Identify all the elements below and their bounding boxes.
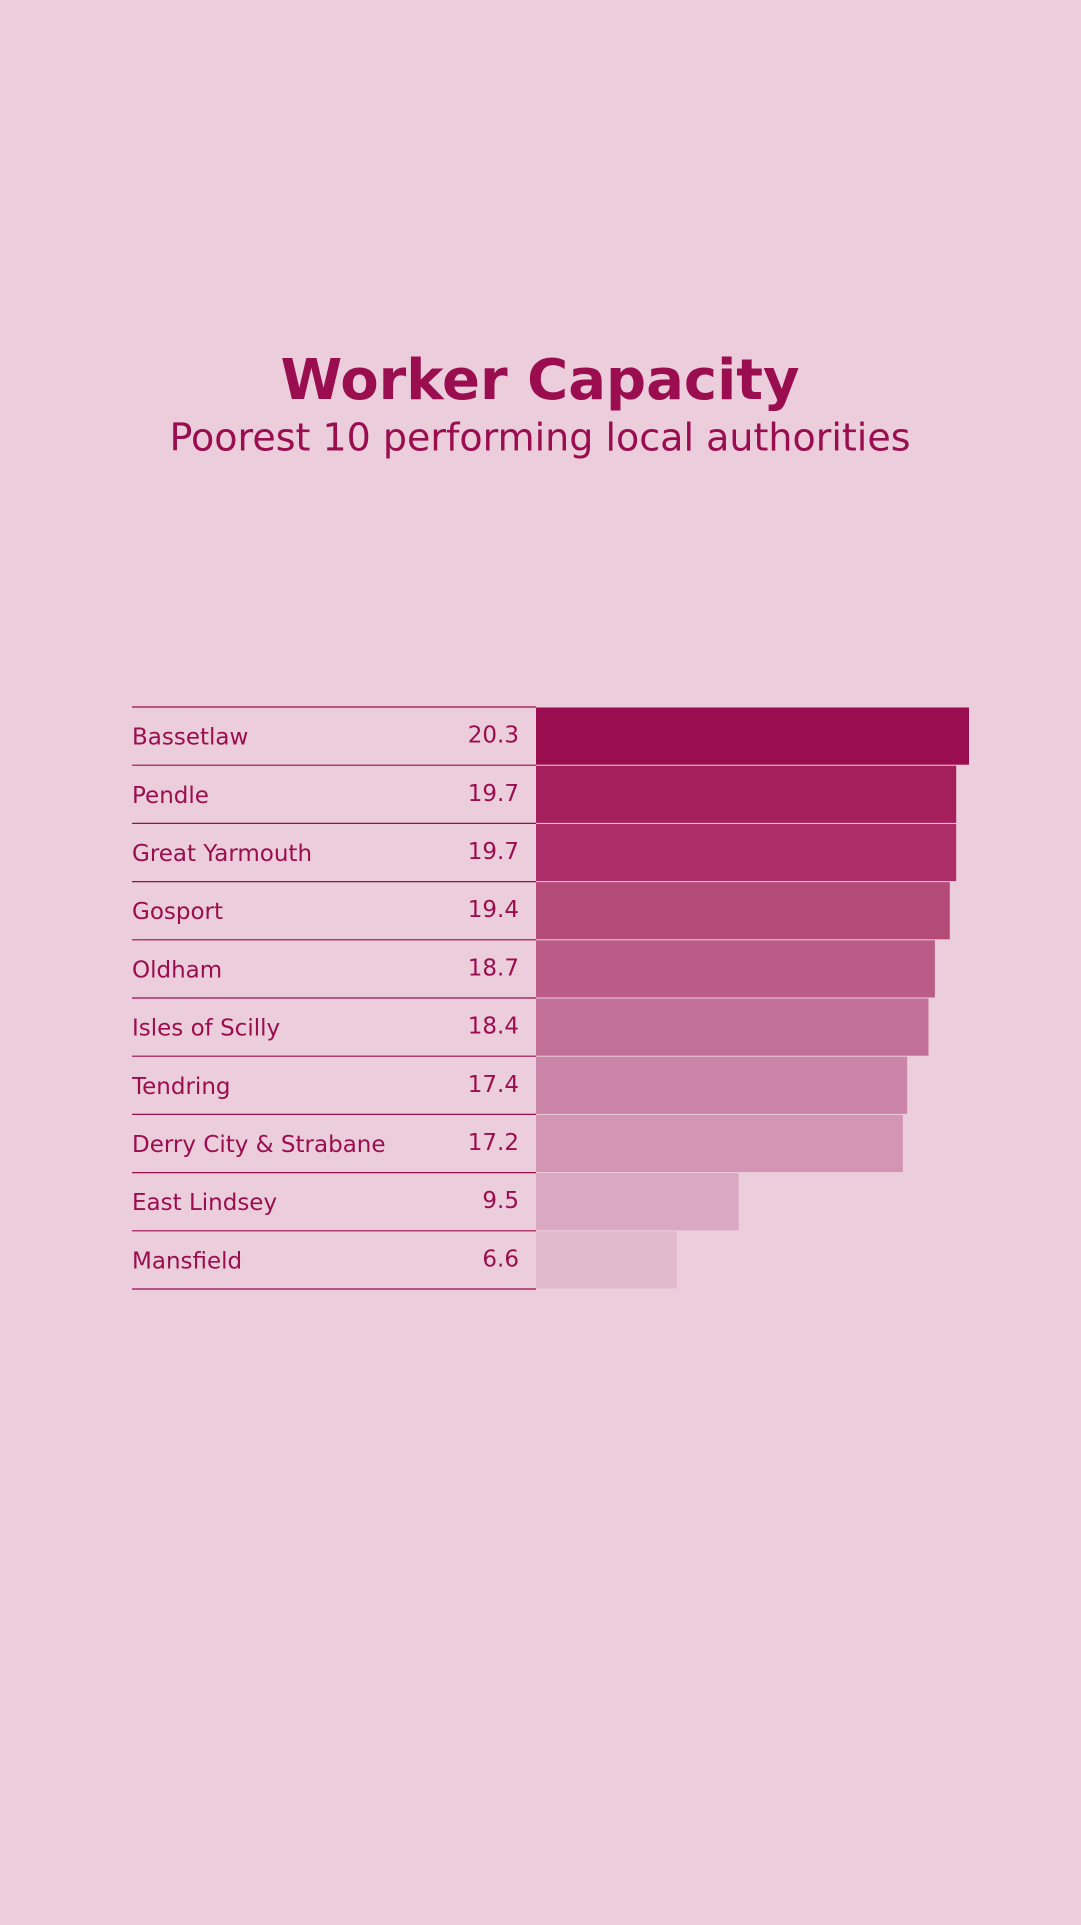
category-label: Bassetlaw <box>132 725 248 751</box>
category-label: Gosport <box>132 899 223 925</box>
value-label: 19.7 <box>468 781 519 807</box>
chart-title: Worker Capacity <box>280 348 799 413</box>
value-label: 19.4 <box>468 897 519 923</box>
bar <box>536 1231 677 1289</box>
value-label: 17.2 <box>468 1130 519 1156</box>
category-label: Mansfield <box>132 1248 242 1274</box>
bar <box>536 1056 908 1114</box>
value-label: 19.7 <box>468 839 519 865</box>
bar <box>536 707 969 765</box>
value-label: 18.4 <box>468 1014 519 1040</box>
category-label: Great Yarmouth <box>132 841 312 867</box>
chart-subtitle: Poorest 10 performing local authorities <box>169 416 910 460</box>
category-label: Derry City & Strabane <box>132 1132 386 1158</box>
bar <box>536 823 957 882</box>
bar <box>536 882 950 940</box>
bar <box>536 1173 739 1231</box>
value-label: 18.7 <box>468 955 519 981</box>
bar <box>536 765 957 823</box>
value-label: 20.3 <box>468 723 519 749</box>
bar <box>536 998 929 1056</box>
category-label: East Lindsey <box>132 1190 277 1216</box>
bar <box>536 1114 903 1173</box>
bar <box>536 940 935 998</box>
value-label: 17.4 <box>468 1072 519 1098</box>
category-label: Oldham <box>132 957 222 983</box>
category-label: Tendring <box>131 1074 231 1100</box>
category-label: Pendle <box>132 783 209 809</box>
value-label: 9.5 <box>482 1188 519 1214</box>
category-label: Isles of Scilly <box>132 1016 280 1042</box>
value-label: 6.6 <box>482 1246 519 1272</box>
